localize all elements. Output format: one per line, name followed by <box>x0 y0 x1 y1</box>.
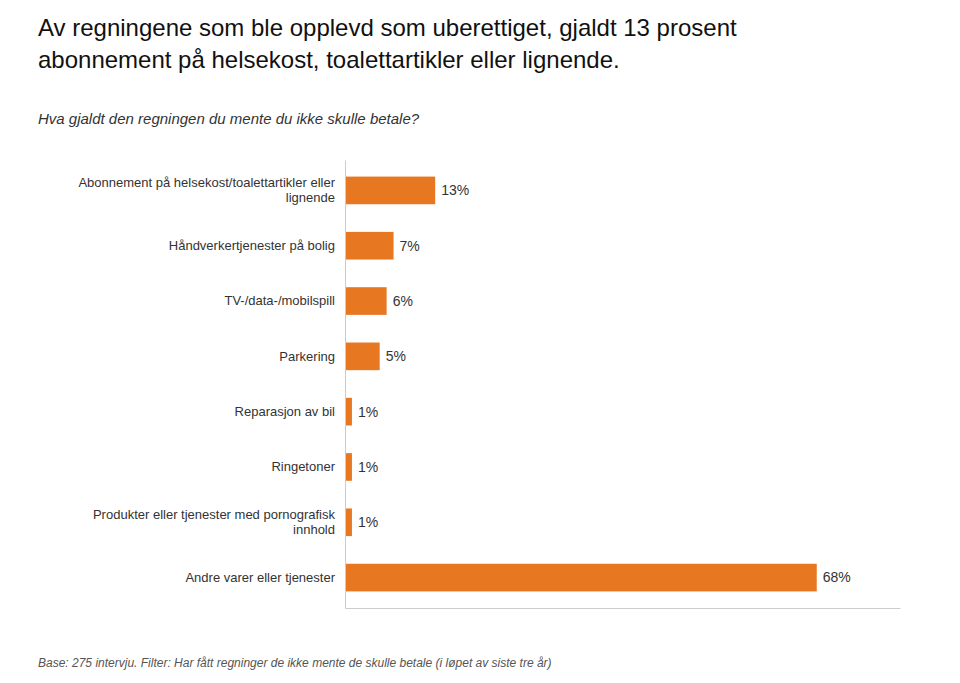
y-tick: Parkering <box>279 349 335 364</box>
footnote: Base: 275 intervju. Filter: Har fått reg… <box>38 656 552 670</box>
title: Av regningene som ble opplevd som uberet… <box>38 14 737 73</box>
data-label: 68% <box>823 569 851 585</box>
y-tick-label: Reparasjon av bil <box>235 404 336 419</box>
y-tick: Andre varer eller tjenester <box>185 570 335 585</box>
y-tick-label: Produkter eller tjenester med pornografi… <box>93 507 336 537</box>
y-tick: Reparasjon av bil <box>235 404 336 419</box>
y-tick-label: Parkering <box>279 349 335 364</box>
y-tick-label: Abonnement på helsekost/toalettartikler … <box>78 175 335 205</box>
y-tick-label: TV-/data-/mobilspill <box>224 293 335 308</box>
data-label: 1% <box>358 404 378 420</box>
data-label: 5% <box>386 348 406 364</box>
subtitle: Hva gjaldt den regningen du mente du ikk… <box>38 110 420 127</box>
x-axis <box>346 608 901 609</box>
bar <box>345 453 352 481</box>
x-axis-line <box>346 608 901 609</box>
bar <box>345 343 380 371</box>
bar <box>345 508 352 536</box>
bar <box>345 177 435 205</box>
data-label: 1% <box>358 459 378 475</box>
plot: Abonnement på helsekost/toalettartikler … <box>78 161 900 609</box>
y-tick: TV-/data-/mobilspill <box>224 293 335 308</box>
bar <box>345 287 387 315</box>
y-tick: Abonnement på helsekost/toalettartikler … <box>78 175 335 205</box>
y-tick-label: Ringetoner <box>271 459 335 474</box>
data-label: 13% <box>441 182 469 198</box>
bar <box>345 232 394 260</box>
data-label: 6% <box>393 293 413 309</box>
y-axis: Abonnement på helsekost/toalettartikler … <box>78 161 345 609</box>
y-tick: Ringetoner <box>271 459 335 474</box>
bars <box>345 177 817 592</box>
data-label: 7% <box>400 238 420 254</box>
bar <box>345 564 817 592</box>
y-tick-label: Håndverkertjenester på bolig <box>169 238 335 253</box>
chart: Av regningene som ble opplevd som uberet… <box>0 0 960 683</box>
bar <box>345 398 352 426</box>
y-tick: Produkter eller tjenester med pornografi… <box>93 507 336 537</box>
data-labels: 13% 7% 6% 5% 1% 1% 1% 68% <box>358 182 851 585</box>
data-label: 1% <box>358 514 378 530</box>
y-tick-label: Andre varer eller tjenester <box>185 570 335 585</box>
y-tick: Håndverkertjenester på bolig <box>169 238 335 253</box>
y-axis-line <box>345 161 346 609</box>
